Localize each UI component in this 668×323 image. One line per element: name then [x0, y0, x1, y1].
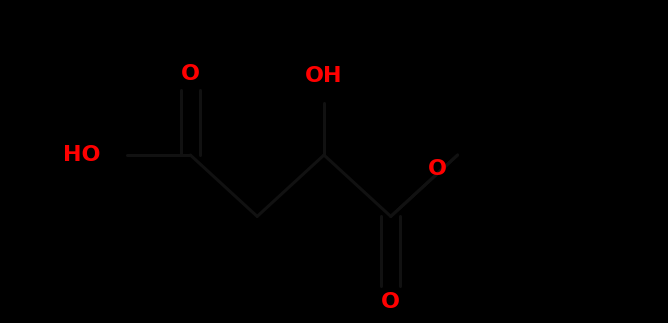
Text: O: O — [181, 64, 200, 84]
Text: OH: OH — [305, 66, 343, 86]
Text: O: O — [428, 159, 446, 179]
Text: O: O — [381, 292, 400, 312]
Text: HO: HO — [63, 145, 100, 165]
